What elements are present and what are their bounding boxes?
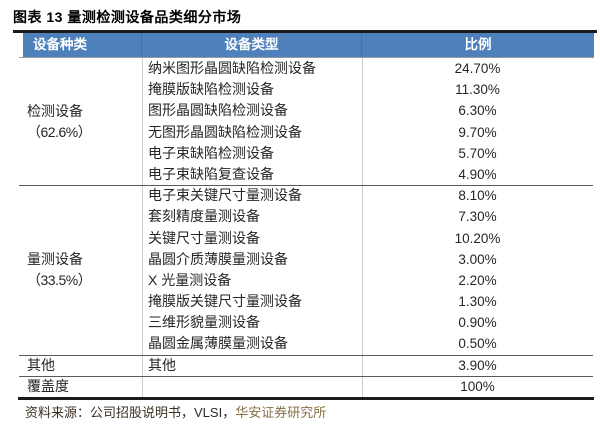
cell-equipment-type: 掩膜版关键尺寸量测设备 <box>148 293 302 310</box>
report-table-body: 检测设备 （62.6%） 纳米图形晶圆缺陷检测设备 24.70% 掩膜版缺陷检测… <box>19 58 593 397</box>
group-category-inspection: 检测设备 （62.6%） <box>19 58 142 185</box>
cell-equipment-type: 电子束缺陷复查设备 <box>148 165 274 182</box>
cell-equipment-type: 图形晶圆缺陷检测设备 <box>148 102 288 119</box>
group-category-label: 量测设备 <box>27 250 83 267</box>
cell-ratio: 4.90% <box>458 166 497 182</box>
cell-equipment-type: 电子束关键尺寸量测设备 <box>148 187 302 204</box>
cell-ratio: 0.90% <box>458 315 497 331</box>
cell-equipment-type: X 光量测设备 <box>148 271 232 288</box>
coverage-label: 覆盖度 <box>27 377 69 394</box>
cell-ratio: 7.30% <box>458 209 497 225</box>
coverage-separator-line <box>19 376 593 377</box>
cell-equipment-type: 其他 <box>148 356 176 373</box>
cell-ratio: 10.20% <box>454 230 501 246</box>
cell-ratio: 2.20% <box>458 272 497 288</box>
group-category-other: 其他 <box>19 355 142 376</box>
cell-ratio: 8.10% <box>458 188 497 204</box>
coverage-empty-cell <box>142 376 362 397</box>
cell-ratio: 1.30% <box>458 294 497 310</box>
cell-ratio: 3.90% <box>458 357 497 373</box>
group-share-label: （62.6%） <box>27 123 92 140</box>
table-top-border <box>13 30 597 33</box>
group-category-metrology: 量测设备 （33.5%） <box>19 185 142 355</box>
source-org: 华安证券研究所 <box>235 405 327 420</box>
cell-equipment-type: 纳米图形晶圆缺陷检测设备 <box>148 60 316 76</box>
cell-equipment-type: 晶圆金属薄膜量测设备 <box>148 335 288 352</box>
cell-equipment-type: 电子束缺陷检测设备 <box>148 144 274 161</box>
group-separator-line <box>19 185 593 186</box>
cell-equipment-type: 三维形貌量测设备 <box>148 314 260 331</box>
column-separator-1 <box>142 58 143 397</box>
table-bottom-border <box>18 397 594 400</box>
cell-ratio: 0.50% <box>458 336 497 352</box>
header-ratio: 比例 <box>464 37 492 52</box>
cell-ratio: 11.30% <box>455 82 500 98</box>
group-category-label: 其他 <box>27 356 55 373</box>
source-note: 资料来源：公司招股说明书，VLSI，华安证券研究所 <box>25 404 326 422</box>
cell-equipment-type: 晶圆介质薄膜量测设备 <box>148 250 288 267</box>
header-equipment-category: 设备种类 <box>23 33 142 57</box>
group-share-label: （33.5%） <box>27 271 92 288</box>
cell-equipment-type: 掩膜版缺陷检测设备 <box>148 81 274 98</box>
cell-ratio: 9.70% <box>458 124 497 140</box>
table-header-row: 设备种类 设备类型 比例 <box>23 33 594 57</box>
cell-equipment-type: 关键尺寸量测设备 <box>148 229 260 246</box>
coverage-value: 100% <box>460 378 495 394</box>
cell-ratio: 24.70% <box>454 61 501 76</box>
source-vlsi: VLSI， <box>194 405 236 420</box>
group-category-label: 检测设备 <box>27 102 83 119</box>
column-separator-2 <box>362 58 363 397</box>
header-bottom-line <box>19 57 593 58</box>
cell-equipment-type: 无图形晶圆缺陷检测设备 <box>148 123 302 140</box>
cell-ratio: 6.30% <box>458 103 497 119</box>
group-separator-line <box>19 355 593 356</box>
cell-ratio: 5.70% <box>458 145 497 161</box>
header-equipment-type: 设备类型 <box>142 33 362 57</box>
cell-equipment-type: 套刻精度量测设备 <box>148 208 260 225</box>
cell-ratio: 3.00% <box>458 251 497 267</box>
figure-title: 图表 13 量测检测设备品类细分市场 <box>13 9 242 25</box>
source-prefix: 资料来源：公司招股说明书， <box>25 405 195 420</box>
